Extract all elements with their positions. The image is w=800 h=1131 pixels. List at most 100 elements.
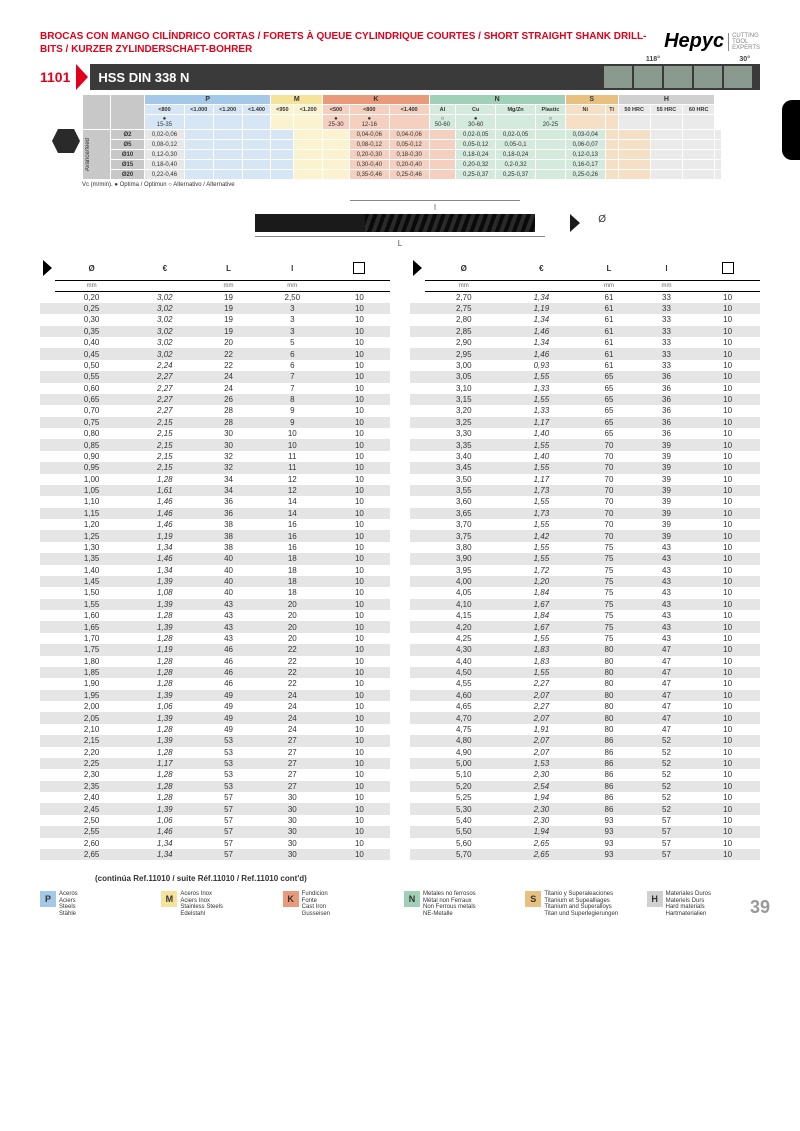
table-row: 0,203,02192,5010 xyxy=(40,291,390,303)
table-row: 4,602,07804710 xyxy=(410,690,760,701)
table-row: 0,652,2726810 xyxy=(40,394,390,405)
table-row: 1,301,34381610 xyxy=(40,542,390,553)
table-row: 3,051,55653610 xyxy=(410,371,760,382)
table-row: 2,601,34573010 xyxy=(40,838,390,849)
table-row: 3,701,55703910 xyxy=(410,519,760,530)
table-row: 5,102,30865210 xyxy=(410,769,760,780)
table-row: 1,501,08401810 xyxy=(40,587,390,598)
size-table-right: Ø€Ll mmmmmm 2,701,346133102,751,19613310… xyxy=(410,258,760,860)
table-row: 0,602,2724710 xyxy=(40,383,390,394)
drill-dimension-diagram: l Ø L xyxy=(220,200,580,248)
shank-hex-icon xyxy=(50,125,82,157)
table-row: 1,001,28341210 xyxy=(40,474,390,485)
table-row: 4,251,55754310 xyxy=(410,633,760,644)
legend-item: STitanio y Superaleaciones Titanium et S… xyxy=(525,891,638,917)
table-row: 1,251,19381610 xyxy=(40,530,390,541)
table-row: 5,702,65935710 xyxy=(410,849,760,860)
table-row: 1,901,28462210 xyxy=(40,678,390,689)
material-legend: PAceros Aciers Steels StähleMAceros Inox… xyxy=(40,891,760,917)
table-row: 3,101,33653610 xyxy=(410,383,760,394)
table-row: 0,453,0222610 xyxy=(40,348,390,359)
table-row: 1,801,28462210 xyxy=(40,656,390,667)
table-row: 3,601,55703910 xyxy=(410,496,760,507)
table-row: 2,351,28532710 xyxy=(40,781,390,792)
brand-logo: Hepyc xyxy=(664,30,724,53)
table-row: 2,151,39532710 xyxy=(40,735,390,746)
table-row: 3,551,73703910 xyxy=(410,485,760,496)
table-row: 2,301,28532710 xyxy=(40,769,390,780)
table-row: 2,201,28532710 xyxy=(40,747,390,758)
table-row: 1,851,28462210 xyxy=(40,667,390,678)
table-row: 2,001,06492410 xyxy=(40,701,390,712)
table-row: 0,902,15321110 xyxy=(40,451,390,462)
table-row: 0,303,0219310 xyxy=(40,314,390,325)
brand-tagline: CUTTING TOOL EXPERTS xyxy=(728,33,760,51)
table-row: 3,151,55653610 xyxy=(410,394,760,405)
table-row: 3,651,73703910 xyxy=(410,508,760,519)
feature-icon xyxy=(664,66,692,88)
table-row: 1,101,46361410 xyxy=(40,496,390,507)
brand-block: Hepyc CUTTING TOOL EXPERTS xyxy=(664,30,760,53)
table-row: 4,201,67754310 xyxy=(410,621,760,632)
table-row: 1,201,46381610 xyxy=(40,519,390,530)
table-row: 5,402,30935710 xyxy=(410,815,760,826)
table-row: 0,802,15301010 xyxy=(40,428,390,439)
table-row: 0,552,2724710 xyxy=(40,371,390,382)
legend-item: HMateriales Duros Materiels Durs Hard ma… xyxy=(647,891,760,917)
table-row: 5,302,30865210 xyxy=(410,803,760,814)
table-row: 4,802,07865210 xyxy=(410,735,760,746)
category-title: BROCAS CON MANGO CILÍNDRICO CORTAS / FOR… xyxy=(40,30,664,56)
table-row: 2,051,39492410 xyxy=(40,712,390,723)
table-row: 3,301,40653610 xyxy=(410,428,760,439)
table-row: 2,401,28573010 xyxy=(40,792,390,803)
feed-speed-table: P M K N S H <800<1.000<1.200<1.400 <950<… xyxy=(82,94,722,180)
product-feature-icons: 118° 30° xyxy=(604,66,752,88)
pack-icon xyxy=(353,262,365,274)
table-row: 4,552,27804710 xyxy=(410,678,760,689)
feature-icon-angle: 118° xyxy=(634,66,662,88)
pack-icon xyxy=(722,262,734,274)
feature-icon xyxy=(604,66,632,88)
table-row: 4,001,20754310 xyxy=(410,576,760,587)
table-row: 0,952,15321110 xyxy=(40,462,390,473)
table-row: 3,000,93613310 xyxy=(410,360,760,371)
table-row: 1,401,34401810 xyxy=(40,565,390,576)
table-row: 2,751,19613310 xyxy=(410,303,760,314)
table-row: 1,701,28432010 xyxy=(40,633,390,644)
table-row: 0,852,15301010 xyxy=(40,439,390,450)
table-row: 3,451,55703910 xyxy=(410,462,760,473)
table-row: 0,403,0220510 xyxy=(40,337,390,348)
table-row: 0,752,1528910 xyxy=(40,417,390,428)
feed-footnote: Vc (m/min). ● Optima / Optimun ○ Alterna… xyxy=(82,182,760,188)
legend-item: MAceros Inox Aciers Inox Stainless Steel… xyxy=(161,891,274,917)
table-row: 3,951,72754310 xyxy=(410,565,760,576)
legend-item: KFundicion Fonte Cast Iron Gusseisen xyxy=(283,891,396,917)
size-table-left: Ø€Ll mmmmmm 0,203,02192,50100,253,021931… xyxy=(40,258,390,860)
table-row: 1,151,46361410 xyxy=(40,508,390,519)
table-row: 1,051,61341210 xyxy=(40,485,390,496)
table-row: 3,501,17703910 xyxy=(410,474,760,485)
table-row: 4,151,84754310 xyxy=(410,610,760,621)
table-row: 1,751,19462210 xyxy=(40,644,390,655)
table-row: 1,551,39432010 xyxy=(40,599,390,610)
table-row: 2,701,34613310 xyxy=(410,291,760,303)
table-row: 1,451,39401810 xyxy=(40,576,390,587)
product-name: HSS DIN 338 N xyxy=(98,70,189,85)
table-row: 5,602,65935710 xyxy=(410,838,760,849)
table-row: 0,702,2728910 xyxy=(40,405,390,416)
table-row: 4,501,55804710 xyxy=(410,667,760,678)
legend-item: NMetales no ferrosos Métal non Ferraux N… xyxy=(404,891,517,917)
chevron-icon xyxy=(413,260,422,276)
table-row: 2,851,46613310 xyxy=(410,326,760,337)
table-row: 1,951,39492410 xyxy=(40,690,390,701)
table-row: 3,401,40703910 xyxy=(410,451,760,462)
table-row: 0,353,0219310 xyxy=(40,326,390,337)
table-row: 4,401,83804710 xyxy=(410,656,760,667)
chevron-icon xyxy=(43,260,52,276)
table-row: 4,301,83804710 xyxy=(410,644,760,655)
table-row: 2,101,28492410 xyxy=(40,724,390,735)
table-row: 4,101,67754310 xyxy=(410,599,760,610)
table-row: 1,601,28432010 xyxy=(40,610,390,621)
table-row: 3,801,55754310 xyxy=(410,542,760,553)
table-row: 2,951,46613310 xyxy=(410,348,760,359)
